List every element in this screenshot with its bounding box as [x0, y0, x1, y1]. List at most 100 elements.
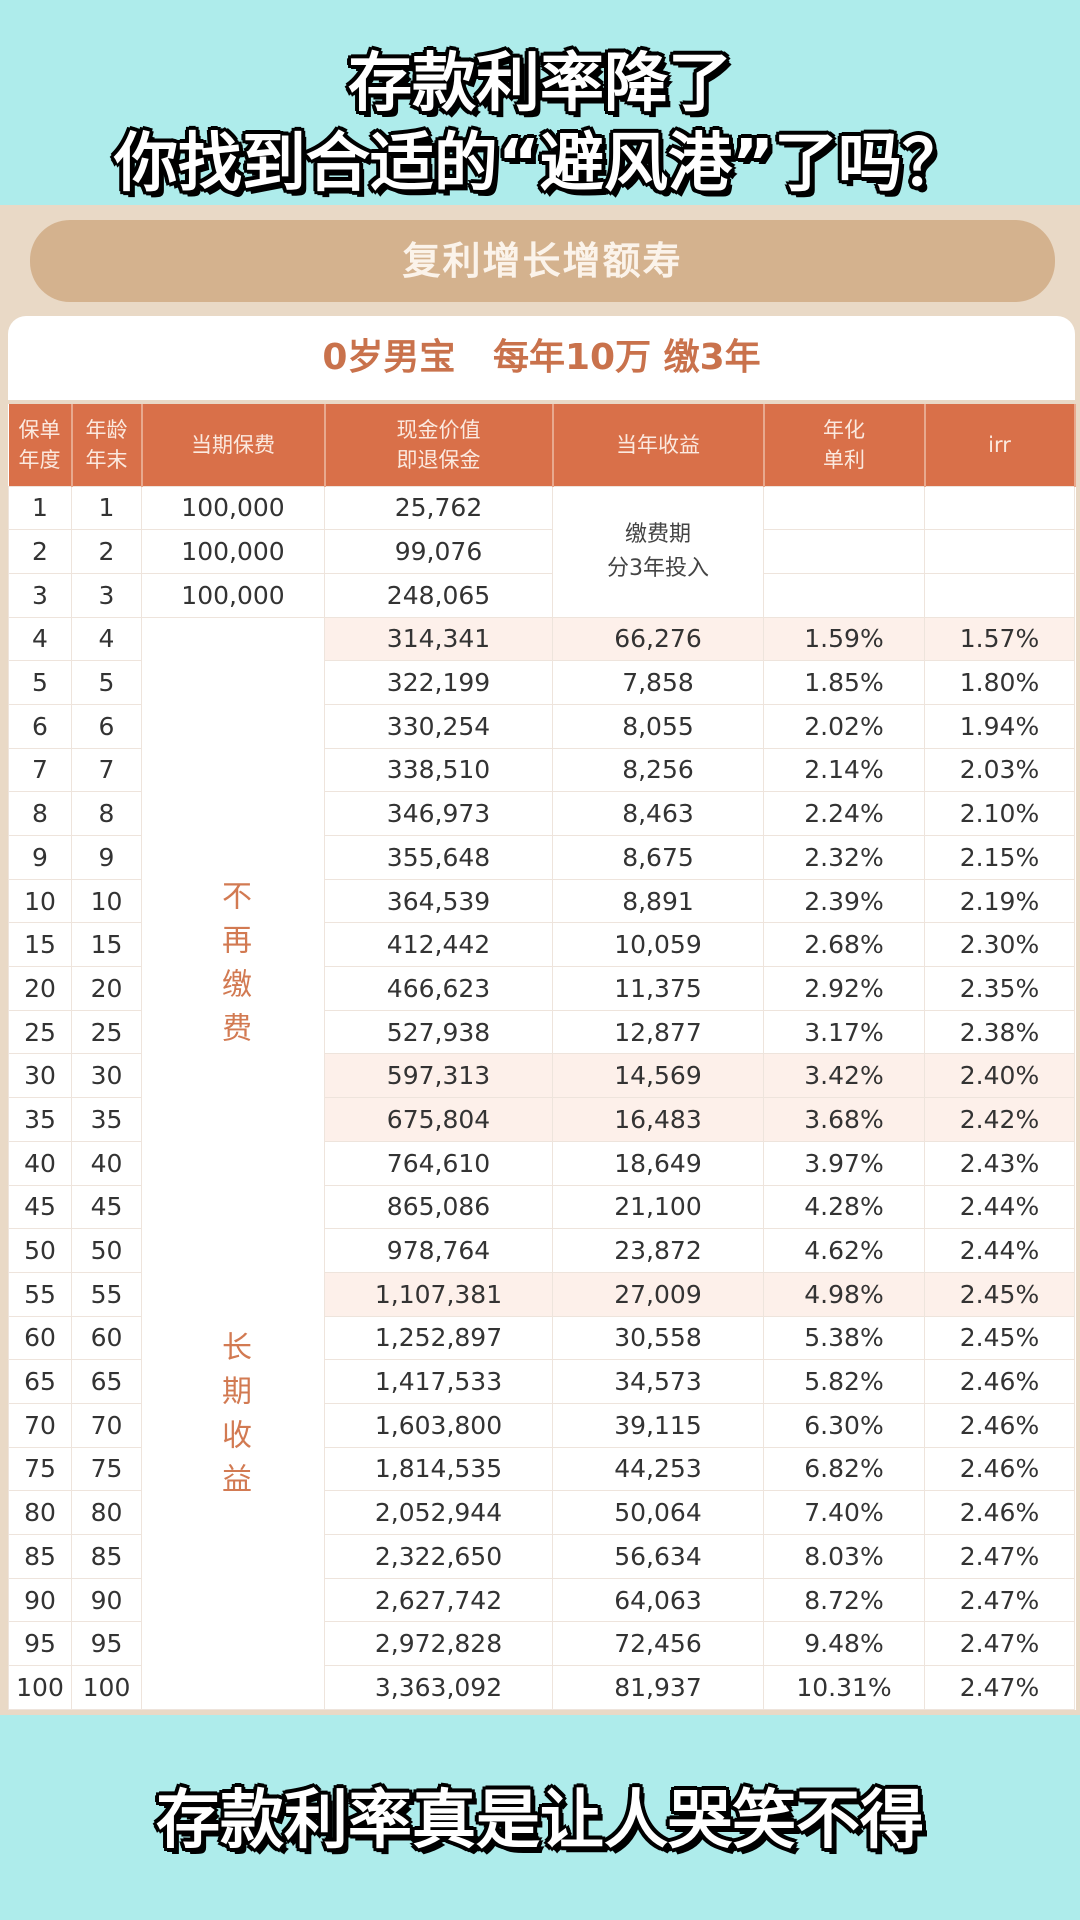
table-cell: 2.03%: [924, 747, 1075, 793]
table-cell: 25: [71, 1009, 142, 1055]
table-cell: 2.30%: [924, 922, 1075, 968]
table-cell: 2.46%: [924, 1359, 1075, 1404]
table-cell: 1,252,897: [324, 1315, 553, 1361]
table-cell: 2.92%: [763, 966, 925, 1011]
insurance-sheet: 复利增长增额寿 0岁男宝 每年10万 缴3年 保单 年度 年龄 年末 当期保费 现金价…: [0, 205, 1080, 1715]
table-cell: 597,313: [324, 1053, 553, 1099]
table-cell: 1.94%: [924, 703, 1075, 749]
table-cell: 99,076: [324, 529, 553, 574]
column-header: 年化 单利: [763, 404, 926, 486]
table-cell: 2.43%: [924, 1140, 1075, 1186]
table-cell: 2.32%: [763, 835, 925, 880]
table-cell: 1.80%: [924, 660, 1075, 705]
table-cell: 865,086: [324, 1184, 553, 1230]
table-cell: 6: [71, 703, 142, 749]
table-cell: 80: [8, 1490, 72, 1535]
table-cell: 30: [71, 1053, 142, 1099]
table-cell: 978,764: [324, 1228, 553, 1273]
table-cell: 675,804: [324, 1097, 553, 1142]
table-row: 65 65 1,417,533 34,573 5.82% 2.46%: [8, 1359, 1075, 1404]
table-cell: 15: [71, 922, 142, 968]
table-cell: 8: [8, 791, 72, 836]
table-cell: 2.44%: [924, 1184, 1075, 1230]
table-cell: 16,483: [552, 1097, 764, 1142]
table-cell: 364,539: [324, 878, 553, 924]
table-row: 95 95 2,972,828 72,456 9.48% 2.47%: [8, 1621, 1075, 1667]
caption-bottom: 存款利率真是让人哭笑不得: [156, 1784, 924, 1858]
table-cell: 8.03%: [763, 1534, 925, 1579]
table-cell: 2.47%: [924, 1577, 1075, 1623]
table-cell: 2: [8, 529, 72, 574]
table-cell: 2.10%: [924, 791, 1075, 836]
table-cell: [924, 485, 1075, 531]
table-row: 75 75 1,814,535 44,253 6.82% 2.46%: [8, 1446, 1075, 1492]
table-cell: 23,872: [552, 1228, 764, 1273]
table-cell: 21,100: [552, 1184, 764, 1230]
table-cell: 2.45%: [924, 1271, 1075, 1317]
column-header: 当期保费: [141, 404, 326, 486]
table-cell: 1,107,381: [324, 1271, 553, 1317]
table-cell: 10,059: [552, 922, 764, 968]
table-cell: 25: [8, 1009, 72, 1055]
column-header: 年龄 年末: [71, 404, 143, 486]
table-cell: 412,442: [324, 922, 553, 968]
table-cell: [763, 485, 925, 531]
table-header-row: 保单 年度 年龄 年末 当期保费 现金价值 即退保金 当年收益 年化 单利 irr: [8, 404, 1076, 486]
table-cell: 70: [8, 1402, 72, 1448]
table-cell: 2.68%: [763, 922, 925, 968]
table-cell: 314,341: [324, 616, 553, 662]
table-row: 55 55 1,107,381 27,009 4.98% 2.45%: [8, 1271, 1075, 1317]
table-cell: 1.59%: [763, 616, 925, 662]
table-cell: 100: [71, 1665, 142, 1710]
product-title: 复利增长增额寿: [30, 220, 1055, 302]
table-cell: 18,649: [552, 1140, 764, 1186]
long-term-return-label: 长期收益: [216, 1330, 251, 1507]
table-cell: 466,623: [324, 966, 553, 1011]
table-cell: 8.72%: [763, 1577, 925, 1623]
table-cell: 8: [71, 791, 142, 836]
table-cell: 2.47%: [924, 1534, 1075, 1579]
table-cell: 3.42%: [763, 1053, 925, 1099]
table-cell: 7: [8, 747, 72, 793]
table-cell: [763, 572, 925, 618]
table-cell: 90: [8, 1577, 72, 1623]
table-cell: 4.98%: [763, 1271, 925, 1317]
table-cell: 60: [8, 1315, 72, 1361]
table-cell: 1.85%: [763, 660, 925, 705]
table-cell: 2.44%: [924, 1228, 1075, 1273]
table-cell: 7,858: [552, 660, 764, 705]
table-cell: 64,063: [552, 1577, 764, 1623]
table-cell: 2,052,944: [324, 1490, 553, 1535]
table-cell: 100: [8, 1665, 72, 1710]
table-row: 25 25 527,938 12,877 3.17% 2.38%: [8, 1009, 1075, 1055]
table-cell: 100,000: [141, 529, 325, 574]
table-cell: 6.82%: [763, 1446, 925, 1492]
table-cell: 1.57%: [924, 616, 1075, 662]
table-cell: 3.17%: [763, 1009, 925, 1055]
table-cell: 330,254: [324, 703, 553, 749]
table-cell: 40: [71, 1140, 142, 1186]
table-cell: 4.28%: [763, 1184, 925, 1230]
table-cell: 1,603,800: [324, 1402, 553, 1448]
table-row: 3 3 100,000 248,065: [8, 572, 1075, 618]
table-cell: 60: [71, 1315, 142, 1361]
table-cell: 2,972,828: [324, 1621, 553, 1667]
table-cell: 27,009: [552, 1271, 764, 1317]
table-cell: 2,627,742: [324, 1577, 553, 1623]
table-cell: 30,558: [552, 1315, 764, 1361]
table-cell: 40: [8, 1140, 72, 1186]
caption-line-1: 存款利率降了: [348, 47, 732, 121]
table-cell: 3,363,092: [324, 1665, 553, 1710]
table-cell: 75: [71, 1446, 142, 1492]
table-cell: 65: [8, 1359, 72, 1404]
table-row: 1 1 100,000 25,762 缴费期 分3年投入: [8, 485, 1075, 618]
table-row: 85 85 2,322,650 56,634 8.03% 2.47%: [8, 1534, 1075, 1579]
premium-status-merged-cell: 不再缴费 长期收益: [141, 616, 325, 1710]
table-cell: 322,199: [324, 660, 553, 705]
table-cell: 65: [71, 1359, 142, 1404]
table-cell: 346,973: [324, 791, 553, 836]
table-cell: 3.68%: [763, 1097, 925, 1142]
table-cell: 3: [8, 572, 72, 618]
table-cell: 2.47%: [924, 1665, 1075, 1710]
table-cell: 8,675: [552, 835, 764, 880]
